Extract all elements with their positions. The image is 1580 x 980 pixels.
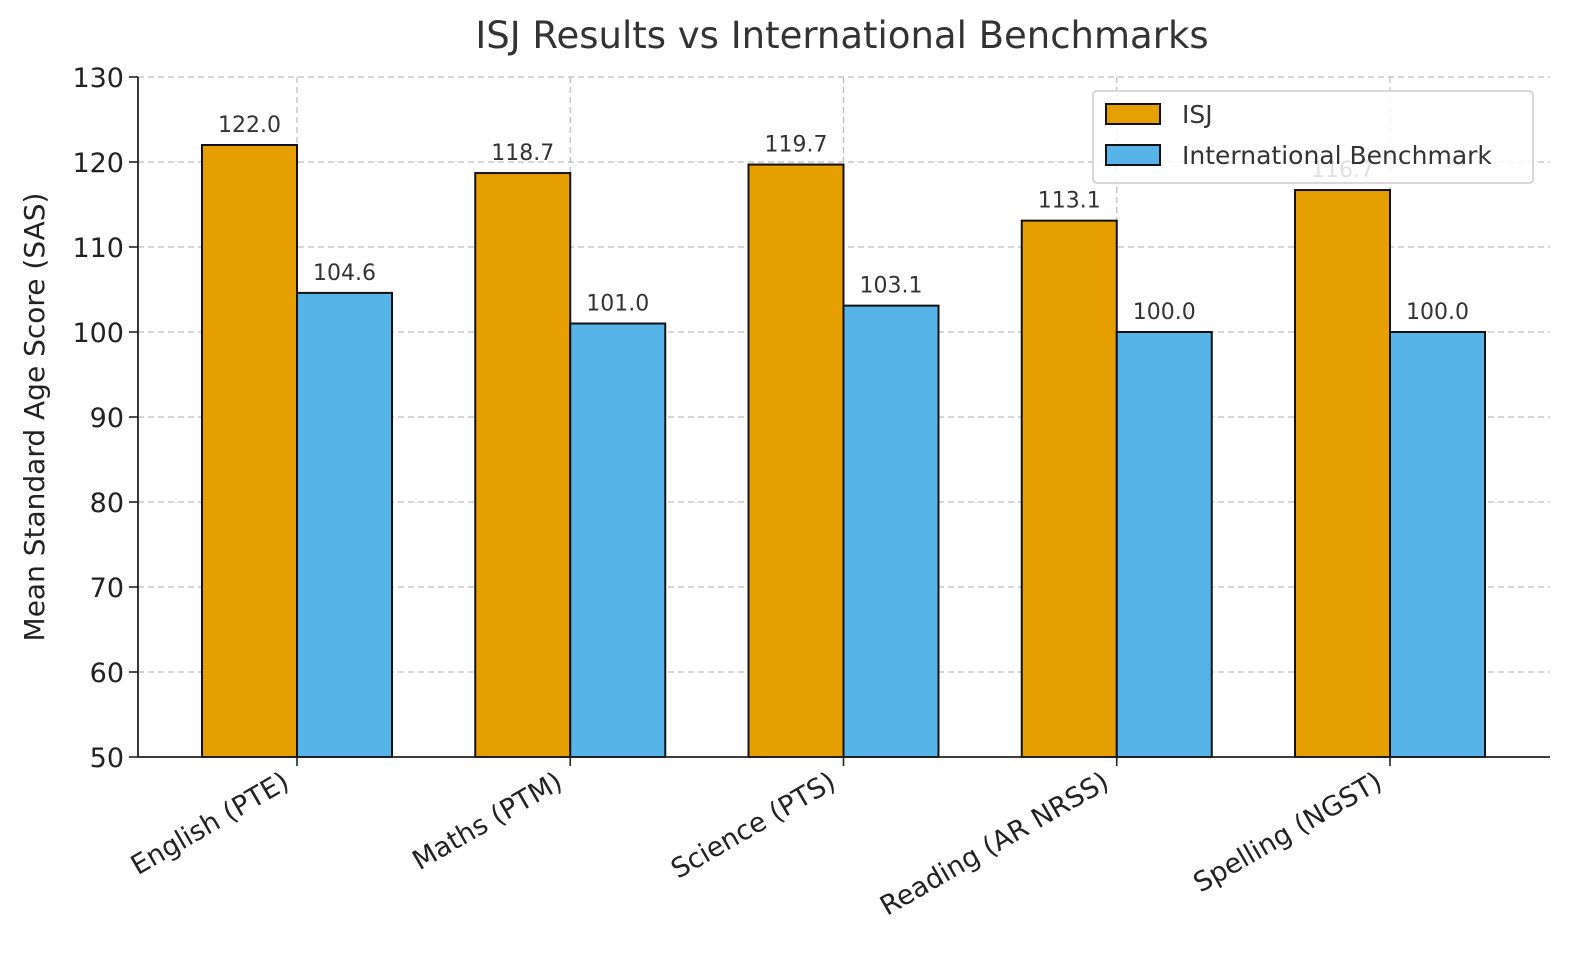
data-label: 104.6: [313, 261, 376, 286]
bar-isj: [747, 163, 845, 759]
legend-swatch: [1105, 103, 1161, 125]
data-label: 101.0: [586, 292, 649, 317]
y-tick-label: 130: [72, 63, 124, 94]
bar-benchmark: [569, 322, 667, 758]
bar-isj: [474, 172, 572, 759]
data-label: 119.7: [765, 133, 828, 158]
data-label: 103.1: [860, 274, 923, 299]
data-label: 100.0: [1406, 300, 1469, 325]
y-axis-label: Mean Standard Age Score (SAS): [18, 193, 51, 642]
x-tick-label: Reading (AR NRSS): [875, 766, 1114, 922]
x-tick-label: Science (PTS): [666, 766, 841, 885]
legend-label: ISJ: [1182, 100, 1213, 129]
bar-isj: [201, 144, 298, 758]
bar-benchmark: [842, 304, 940, 758]
y-tick-label: 110: [72, 233, 124, 264]
legend-box: [1092, 90, 1534, 184]
bars-layer: [201, 144, 1486, 759]
y-tick-label: 70: [90, 573, 124, 604]
legend: ISJ International Benchmark: [1092, 90, 1534, 184]
x-tick-label: English (PTE): [126, 766, 295, 881]
legend-label: International Benchmark: [1182, 141, 1492, 170]
bar-benchmark: [296, 291, 393, 758]
data-label: 118.7: [491, 141, 554, 166]
y-tick-label: 80: [90, 488, 124, 519]
data-label: 100.0: [1133, 300, 1196, 325]
y-tick-label: 60: [90, 658, 124, 689]
chart-title: ISJ Results vs International Benchmarks: [475, 14, 1208, 57]
bar-isj: [1294, 189, 1391, 759]
data-label: 113.1: [1038, 189, 1101, 214]
bar-benchmark: [1115, 331, 1213, 758]
y-tick-label: 90: [90, 403, 124, 434]
x-tick-label: Spelling (NGST): [1188, 766, 1387, 899]
y-tick-label: 100: [72, 318, 124, 349]
y-tick-label: 50: [90, 743, 124, 774]
legend-swatch: [1105, 144, 1161, 166]
bar-benchmark: [1389, 331, 1486, 758]
x-tick-label: Maths (PTM): [407, 766, 567, 877]
data-label: 122.0: [218, 113, 281, 138]
y-tick-label: 120: [72, 148, 124, 179]
bar-isj: [1020, 219, 1118, 758]
